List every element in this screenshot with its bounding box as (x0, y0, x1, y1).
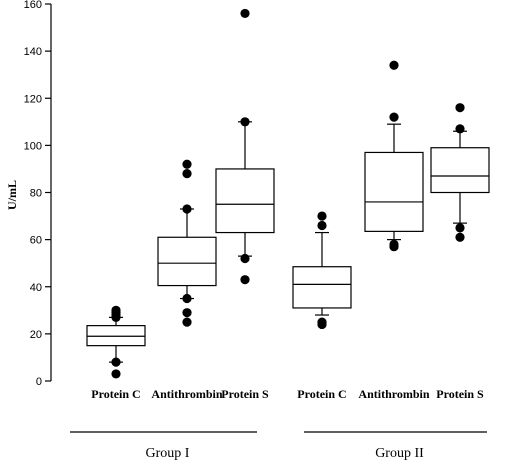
y-tick-label: 140 (24, 46, 42, 58)
outlier-point (111, 369, 121, 379)
outlier-point (317, 317, 327, 327)
group-label: Group I (146, 446, 190, 461)
outlier-point (182, 317, 192, 327)
category-label: Protein C (297, 387, 346, 401)
box-1 (86, 305, 146, 379)
outlier-point (389, 60, 399, 70)
box-4 (292, 211, 352, 330)
outlier-point (317, 220, 327, 231)
outlier-point (182, 169, 192, 179)
category-label: Protein S (436, 387, 484, 401)
y-tick-label: 60 (30, 235, 42, 247)
outlier-point (182, 204, 192, 214)
outlier-point (111, 357, 121, 367)
outlier-point (455, 124, 465, 134)
outlier-point (389, 112, 399, 122)
outlier-point (240, 117, 250, 127)
outlier-point (317, 211, 327, 221)
category-label: Protein C (91, 387, 140, 401)
y-tick-label: 0 (36, 376, 42, 388)
outlier-point (182, 293, 192, 304)
interquartile-box (215, 168, 275, 234)
outlier-point (240, 275, 250, 285)
category-label: Antithrombin (151, 387, 222, 401)
outlier-point (455, 103, 465, 113)
y-tick-label: 160 (24, 0, 42, 11)
interquartile-box (364, 151, 424, 232)
interquartile-box (157, 236, 217, 287)
y-tick-label: 120 (24, 93, 42, 105)
interquartile-box (430, 147, 490, 194)
outlier-point (240, 253, 250, 264)
category-label: Antithrombin (358, 387, 429, 401)
outlier-point (240, 8, 250, 19)
y-tick-label: 20 (30, 329, 42, 341)
outlier-point (182, 308, 192, 318)
y-axis: 0 20 40 60 80 100 120 140 160 (24, 0, 52, 388)
outlier-point (455, 223, 465, 233)
y-axis-label: U/mL (5, 180, 19, 210)
group-label: Group II (375, 446, 424, 461)
outlier-point (182, 159, 192, 169)
outlier-point (111, 305, 121, 315)
y-tick-label: 100 (24, 140, 42, 152)
box-3 (215, 8, 275, 285)
y-tick-label: 40 (30, 282, 42, 294)
outlier-point (455, 232, 465, 242)
group-labels: Group I Group II (70, 431, 487, 461)
box-plot-series (86, 8, 490, 379)
y-tick-label: 80 (30, 188, 42, 200)
interquartile-box (292, 266, 352, 309)
box-6 (430, 103, 490, 242)
box-5 (364, 60, 424, 252)
outlier-point (389, 239, 399, 249)
category-label: Protein S (221, 387, 269, 401)
box-2 (157, 159, 217, 327)
